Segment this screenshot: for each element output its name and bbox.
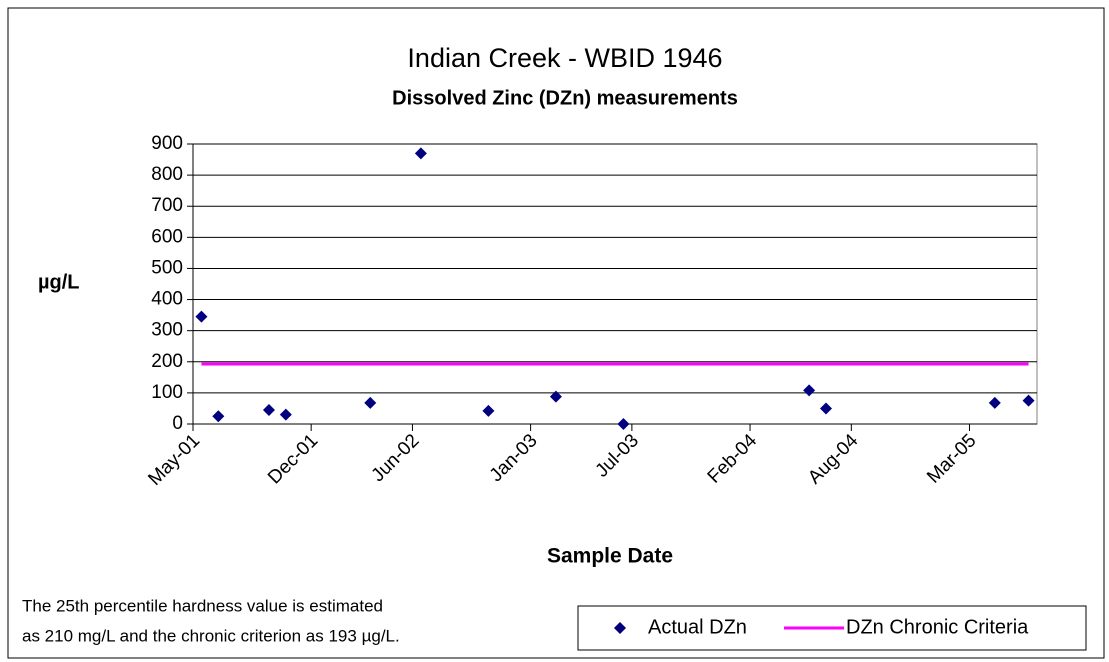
y-tick-label: 500 [151,257,183,278]
x-axis-label: Sample Date [547,545,673,568]
data-point [279,408,292,421]
y-tick-label: 800 [151,164,183,185]
y-tick-label: 700 [151,195,183,216]
y-tick-label: 900 [151,133,183,154]
chart-subtitle: Dissolved Zinc (DZn) measurements [392,87,738,109]
data-point [803,384,816,397]
data-point [988,396,1001,409]
legend-label: DZn Chronic Criteria [846,616,1029,638]
note-line: as 210 mg/L and the chronic criterion as… [22,626,400,645]
data-point [364,396,377,409]
data-point [1022,394,1035,407]
data-point [820,402,832,415]
data-point [212,410,225,423]
y-tick-label: 100 [151,382,183,403]
y-tick-label: 400 [151,289,183,310]
data-point [549,390,562,403]
data-point [482,404,495,417]
data-point [195,310,208,323]
y-tick-label: 300 [151,320,183,341]
note-line: The 25th percentile hardness value is es… [22,596,383,615]
data-point [414,147,427,160]
chart-title: Indian Creek - WBID 1946 [407,43,722,73]
y-tick-label: 200 [151,351,183,372]
y-axis-label: µg/L [38,271,80,293]
legend-swatch [614,622,626,634]
y-tick-label: 0 [172,413,183,434]
data-point [617,418,630,430]
data-point [262,404,275,416]
plot-area [192,143,1038,425]
legend-label: Actual DZn [648,616,747,638]
y-tick-label: 600 [151,226,183,247]
